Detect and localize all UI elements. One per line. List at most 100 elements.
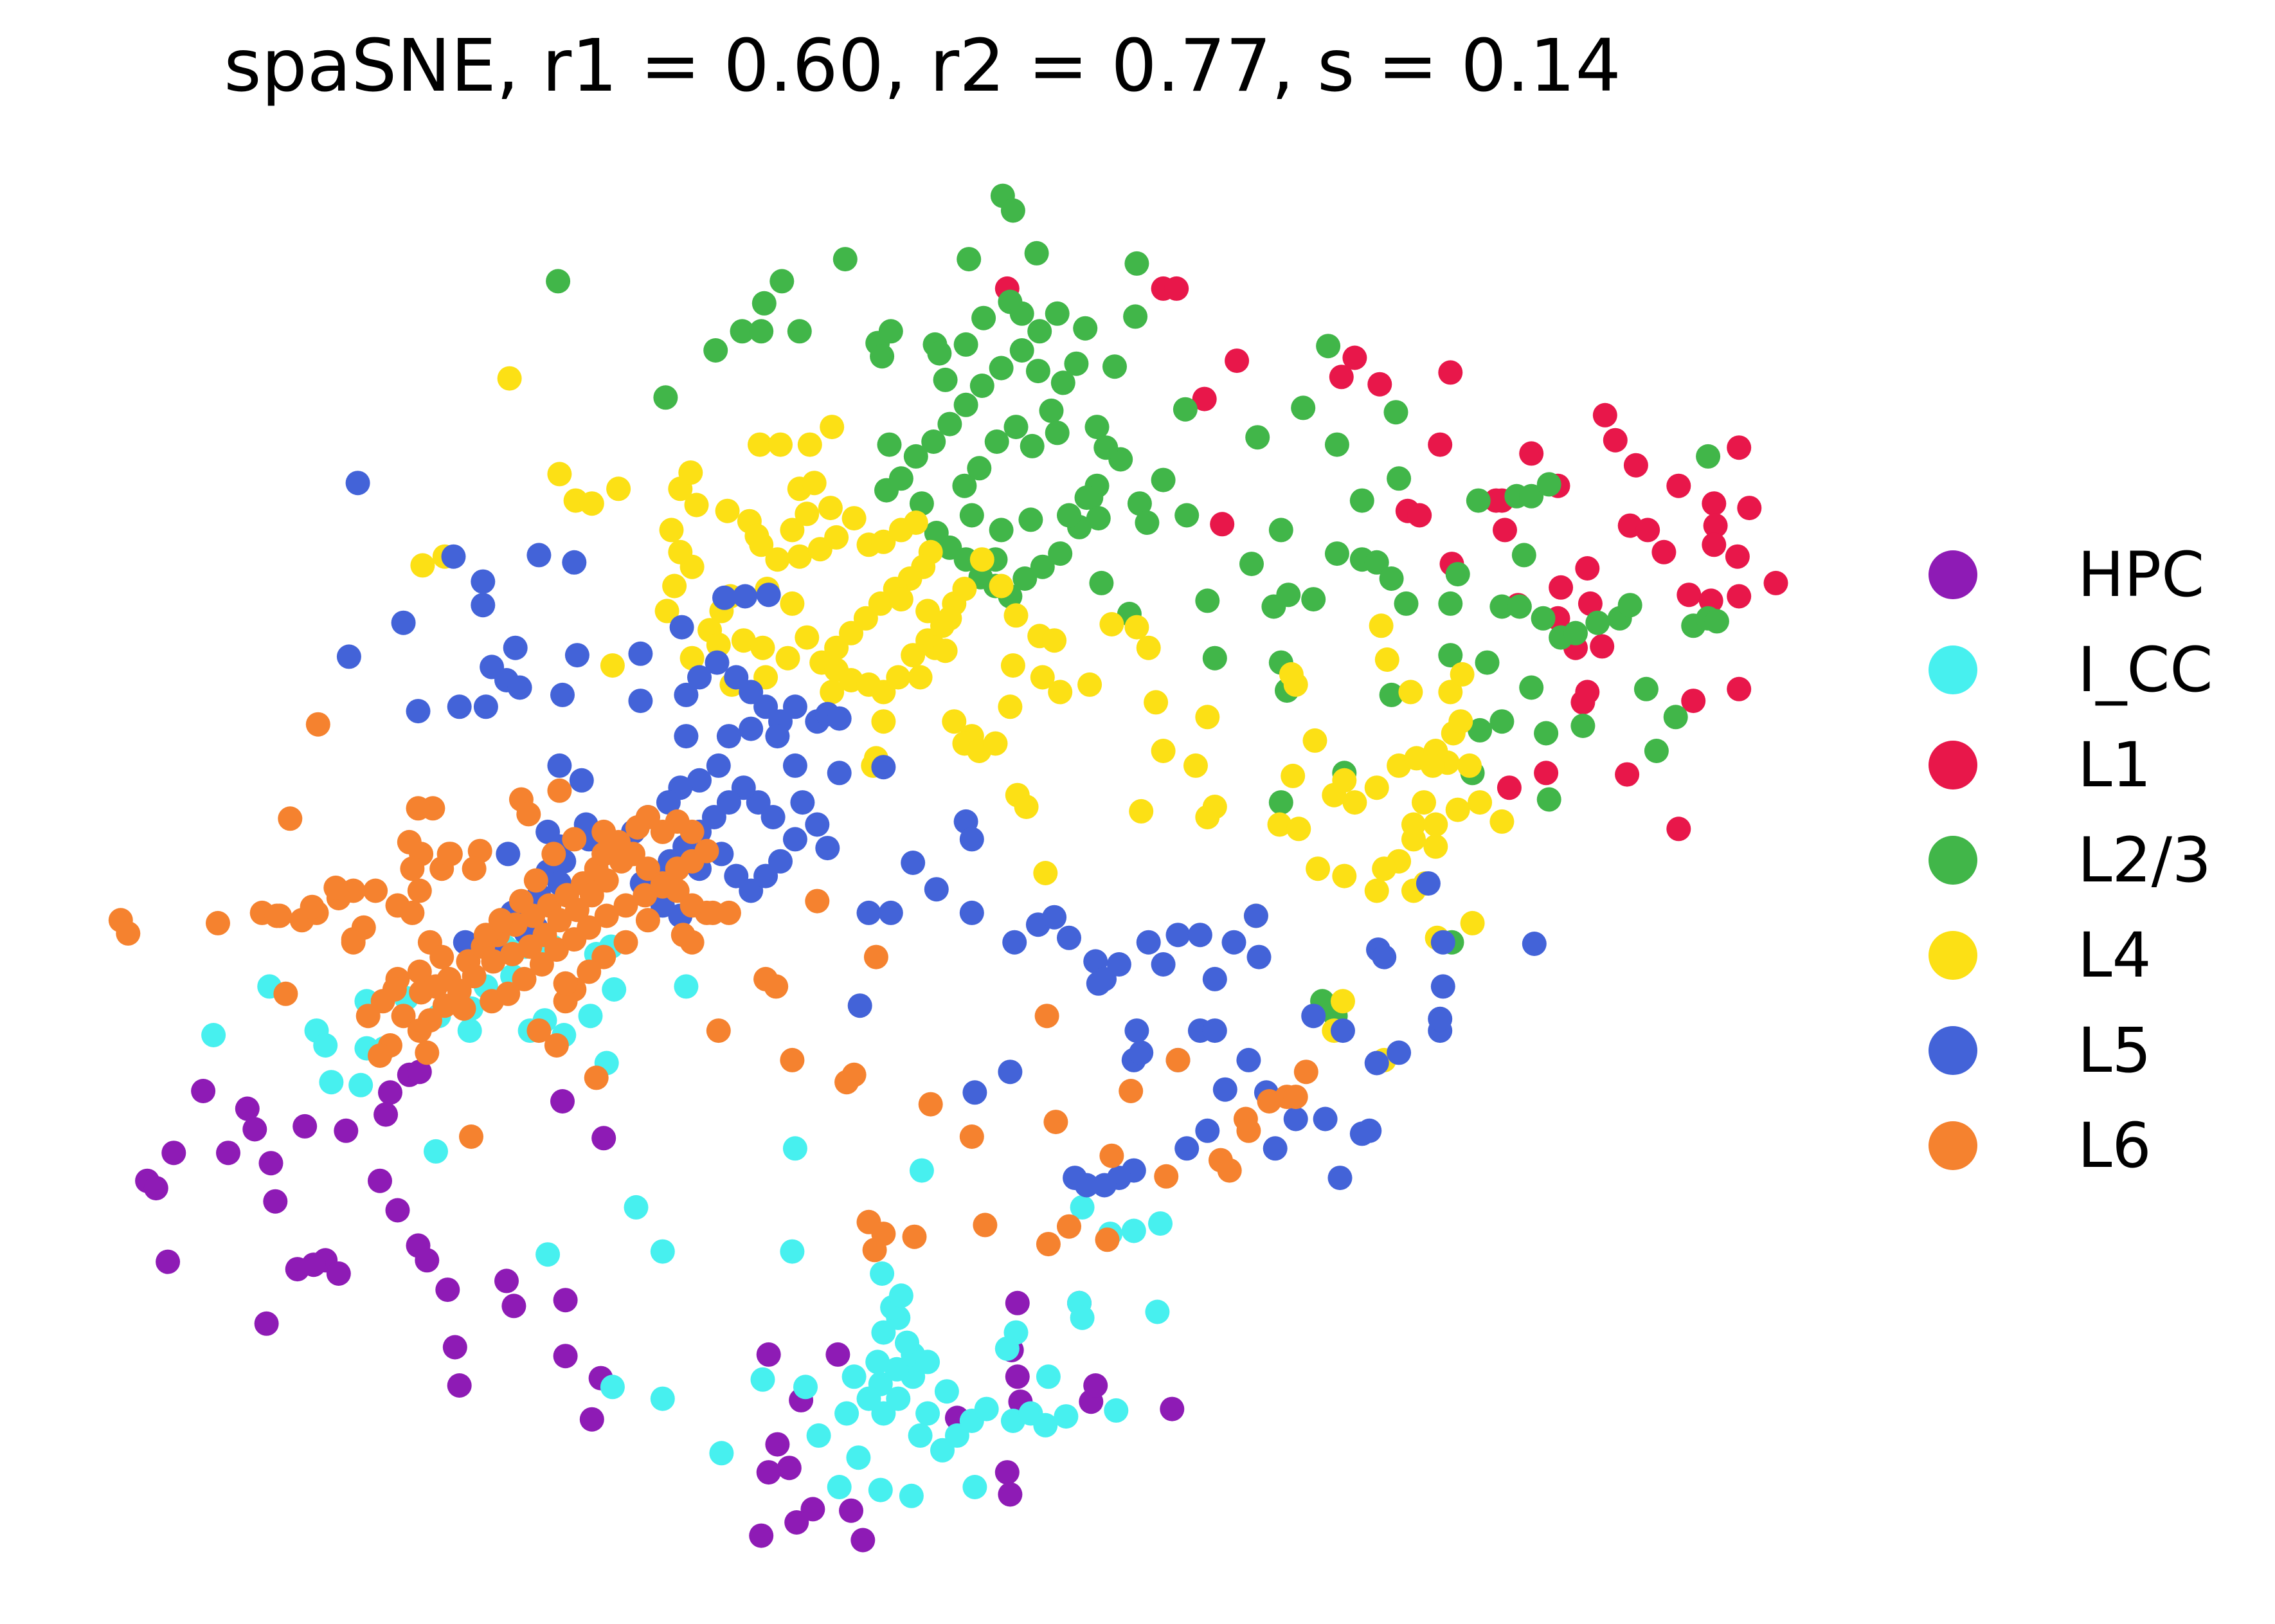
- data-point: [579, 1407, 604, 1432]
- data-point: [1511, 543, 1536, 568]
- data-point: [526, 543, 552, 568]
- data-point: [1324, 432, 1349, 457]
- data-point: [1306, 856, 1331, 881]
- data-point: [1129, 798, 1154, 824]
- data-point: [1064, 351, 1089, 376]
- data-point: [429, 944, 454, 970]
- legend-swatch: [1929, 1121, 1977, 1170]
- data-point: [1457, 753, 1482, 778]
- data-point: [1401, 827, 1426, 852]
- legend-swatch: [1929, 836, 1977, 885]
- data-point: [1002, 930, 1027, 955]
- data-point: [1124, 615, 1149, 640]
- data-point: [1489, 809, 1515, 834]
- data-point: [969, 547, 994, 572]
- data-point: [832, 247, 858, 272]
- data-point: [957, 247, 982, 272]
- data-point: [971, 305, 996, 330]
- chart-title: spaSNE, r1 = 0.60, r2 = 0.77, s = 0.14: [224, 24, 1621, 108]
- legend-swatch: [1929, 1026, 1977, 1075]
- data-point: [1050, 370, 1075, 395]
- data-point: [654, 599, 679, 624]
- data-point: [827, 706, 852, 731]
- data-point: [1030, 554, 1055, 579]
- data-point: [998, 1060, 1023, 1085]
- data-point: [1466, 488, 1491, 513]
- data-point: [1263, 1136, 1288, 1161]
- data-point: [1018, 507, 1043, 532]
- data-point: [653, 385, 678, 410]
- data-point: [263, 1189, 288, 1214]
- data-point: [1187, 923, 1212, 948]
- data-point: [436, 842, 462, 867]
- data-point: [544, 937, 569, 962]
- data-point: [1324, 541, 1349, 566]
- data-point: [600, 1375, 625, 1400]
- data-point: [368, 1168, 392, 1193]
- data-point: [1045, 301, 1070, 326]
- data-point: [441, 544, 466, 569]
- data-point: [1033, 861, 1058, 885]
- legend-swatch: [1929, 645, 1977, 694]
- data-point: [457, 1018, 482, 1043]
- data-point: [391, 1004, 416, 1029]
- data-point: [1644, 739, 1669, 763]
- data-point: [915, 599, 940, 624]
- data-point: [733, 584, 758, 609]
- data-point: [765, 724, 790, 749]
- data-point: [656, 790, 681, 815]
- data-point: [1369, 613, 1394, 638]
- data-point: [1534, 721, 1559, 746]
- data-point: [1036, 1232, 1061, 1257]
- data-point: [678, 460, 703, 485]
- data-point: [546, 269, 571, 294]
- legend-label: L4: [2078, 919, 2152, 991]
- data-point: [650, 1239, 675, 1264]
- data-point: [1144, 690, 1169, 715]
- data-point: [1045, 420, 1070, 446]
- data-point: [1283, 672, 1308, 697]
- data-point: [973, 1213, 998, 1238]
- data-point: [749, 319, 774, 344]
- data-point: [625, 815, 650, 840]
- data-point: [363, 878, 388, 903]
- data-point: [1245, 425, 1270, 450]
- data-point: [1099, 1143, 1124, 1168]
- data-point: [1412, 790, 1436, 815]
- data-point: [1727, 676, 1752, 701]
- data-point: [345, 471, 370, 496]
- data-point: [1696, 444, 1721, 469]
- data-point: [756, 1460, 781, 1485]
- series-hpc: [135, 1060, 1185, 1553]
- data-point: [1570, 690, 1596, 715]
- data-point: [400, 856, 425, 881]
- data-point: [1063, 1166, 1088, 1191]
- data-point: [659, 518, 684, 543]
- data-point: [918, 1092, 943, 1117]
- data-point: [143, 1176, 168, 1201]
- data-point: [1025, 359, 1050, 384]
- data-point: [1379, 682, 1404, 707]
- data-point: [1342, 790, 1367, 815]
- data-point: [1438, 360, 1463, 385]
- data-point: [1531, 606, 1556, 631]
- data-point: [712, 585, 737, 610]
- data-point: [1592, 402, 1617, 428]
- data-point: [1327, 1166, 1353, 1191]
- data-point: [959, 900, 984, 925]
- data-point: [715, 498, 740, 523]
- data-point: [768, 432, 793, 457]
- data-point: [853, 606, 878, 631]
- data-point: [191, 1079, 216, 1103]
- data-point: [447, 1373, 472, 1398]
- data-point: [984, 429, 1009, 454]
- data-point: [1099, 612, 1124, 636]
- data-point: [748, 432, 772, 457]
- data-point: [1438, 591, 1463, 616]
- data-point: [780, 1047, 805, 1072]
- data-point: [242, 1117, 267, 1142]
- data-point: [820, 680, 845, 705]
- data-point: [1387, 466, 1412, 491]
- data-point: [553, 1288, 578, 1313]
- data-point: [974, 1396, 999, 1421]
